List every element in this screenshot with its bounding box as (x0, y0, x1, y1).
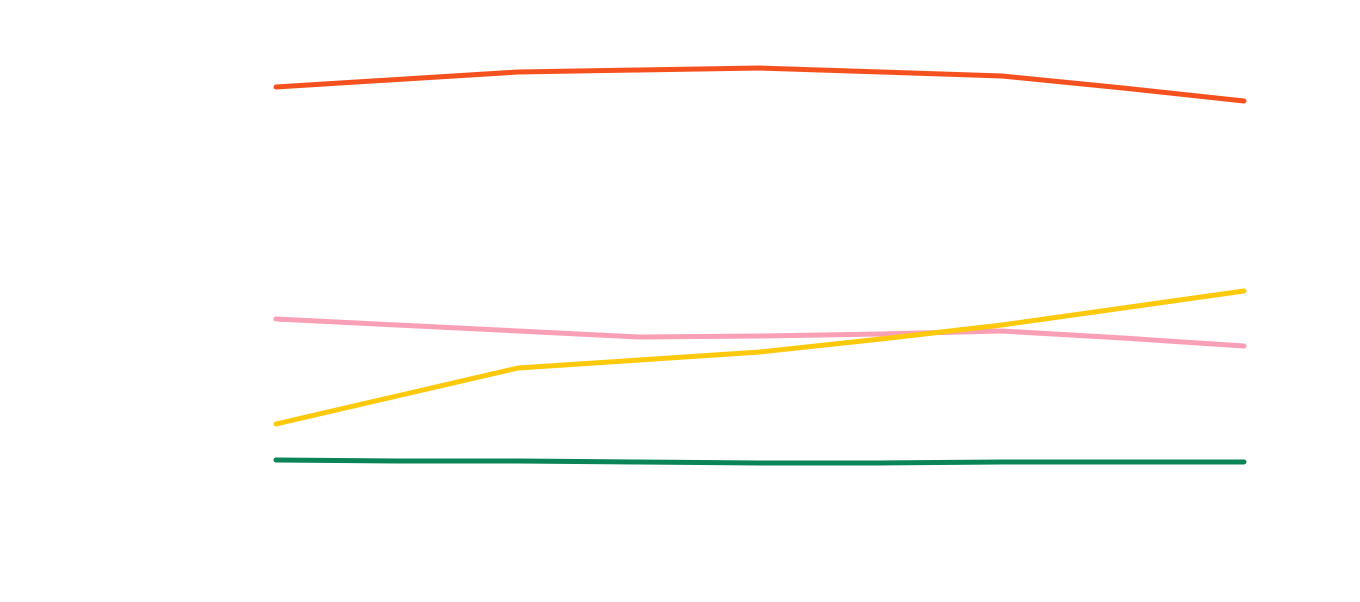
data-line (273, 316, 1247, 349)
data-line (273, 457, 1247, 466)
data-line (273, 65, 1247, 104)
data-line (273, 288, 1247, 427)
